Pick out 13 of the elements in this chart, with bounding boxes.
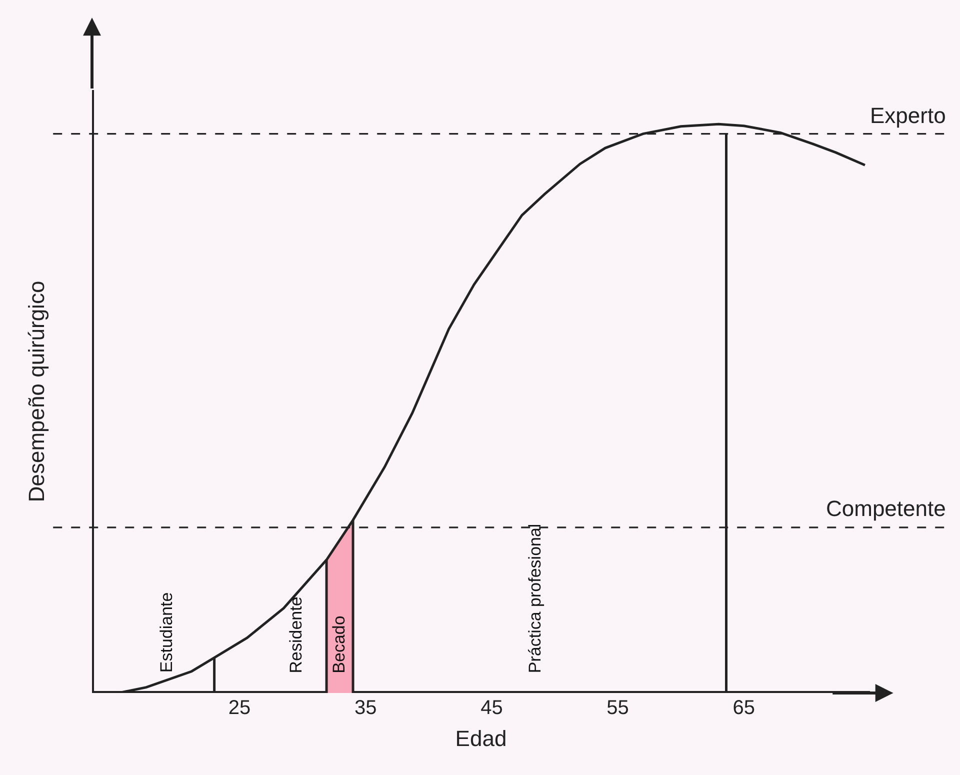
x-tick-label: 65 bbox=[732, 697, 756, 719]
annotation: Becado bbox=[329, 616, 348, 674]
x-tick-label: 55 bbox=[606, 697, 629, 719]
annotation: Residente bbox=[286, 596, 306, 674]
ref-line-label: Experto bbox=[870, 103, 946, 128]
x-tick-label: 45 bbox=[480, 697, 503, 719]
annotation: Estudiante bbox=[156, 592, 176, 673]
ref-line-label: Competente bbox=[826, 496, 946, 521]
y-axis-title: Desempeño quirúrgico bbox=[24, 280, 49, 502]
x-tick-label: 25 bbox=[228, 697, 251, 719]
x-tick-label: 35 bbox=[354, 697, 377, 719]
annotation: Práctica profesional bbox=[525, 524, 544, 674]
x-axis-title: Edad bbox=[455, 726, 507, 751]
